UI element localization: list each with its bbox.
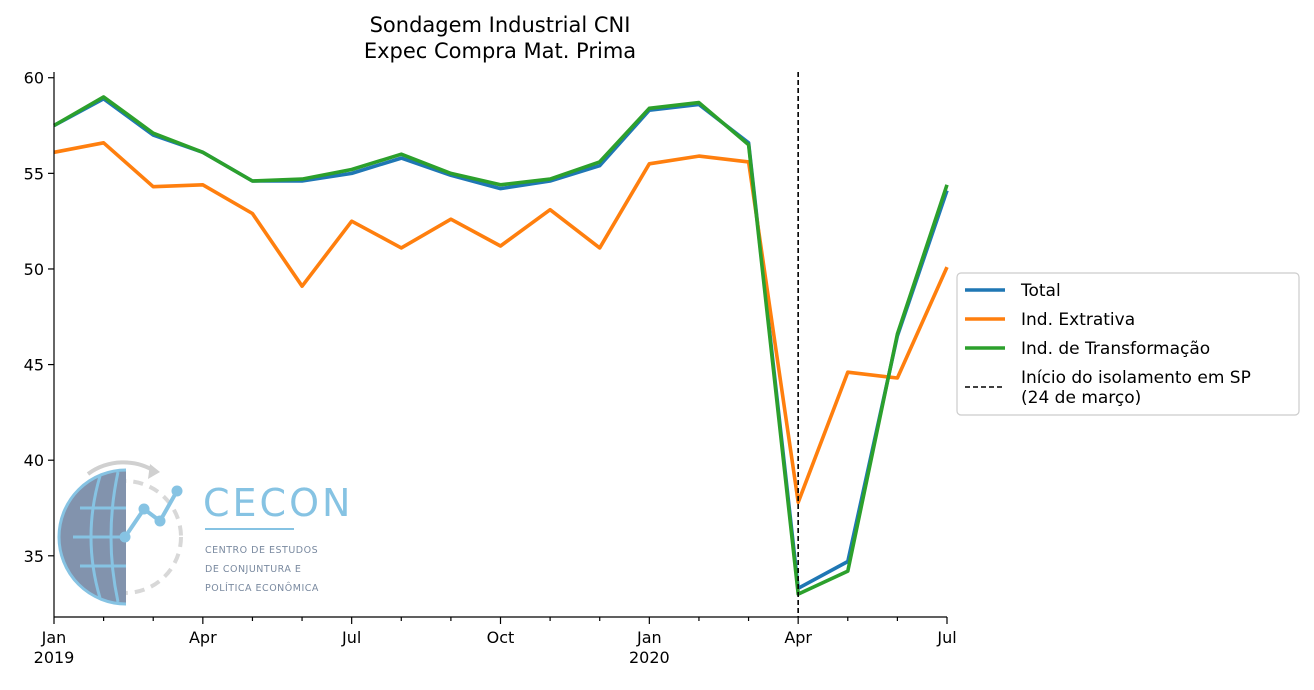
y-tick-label-40: 40 (24, 451, 44, 470)
logo-globe-line-4 (89, 475, 102, 599)
series-line-3 (53, 95, 949, 596)
y-tick-label-60: 60 (24, 69, 44, 88)
logo-trend-line (123, 490, 179, 539)
logo-trend-dot-3 (154, 515, 166, 527)
logo-globe-edge (57, 468, 127, 606)
logo-trend-dot-1 (119, 531, 131, 543)
legend-label-2: Ind. Extrativa (1021, 310, 1135, 330)
axes: 35 40 45 50 55 60 Jan 2019 Apr Jul Oct Jan 2020 Apr Ju… (24, 69, 957, 667)
y-tick-label-35: 35 (24, 547, 44, 566)
legend-label-3: Ind. de Transformação (1021, 339, 1210, 359)
chart-title-line-1: Sondagem Industrial CNI (370, 13, 631, 37)
logo-arrow-arc (86, 460, 158, 476)
logo-trend-dot-4 (171, 485, 183, 497)
legend: Total Ind. Extrativa Ind. de Transformação… (956, 272, 1300, 416)
legend-label-vline: Início do isolamento em SP (24 de março) (1021, 368, 1251, 408)
x-tick-label-2020-07: Jul (936, 628, 956, 647)
x-tick-label-2019-10: Oct (487, 628, 515, 647)
y-tick-label-45: 45 (24, 356, 44, 375)
x-tick-label-2020-01: Jan 2020 (629, 628, 670, 667)
x-tick-label-2020-04: Apr (784, 628, 812, 647)
logo-trend-dot-2 (138, 503, 150, 515)
chart-title-line-2: Expec Compra Mat. Prima (364, 39, 636, 63)
logo-subtitle-line-1: CENTRO DE ESTUDOS (205, 545, 318, 556)
logo-arrow-head (148, 464, 160, 479)
cecon-logo: CECON CENTRO DE ESTUDOS DE CONJUNTURA E POL… (57, 460, 353, 606)
series-lines (53, 72, 949, 617)
logo-name: CECON (203, 481, 353, 525)
x-tick-label-2019-04: Apr (189, 628, 217, 647)
legend-box (956, 272, 1300, 416)
logo-subtitle-line-3: POLÍTICA ECONÔMICA (205, 582, 319, 594)
series-line-2 (53, 141, 949, 505)
legend-label-1: Total (1020, 281, 1061, 301)
x-tick-label-2019-01: Jan 2019 (34, 628, 75, 667)
logo-globe-line-5 (109, 471, 120, 603)
logo-subtitle-line-2: DE CONJUNTURA E (205, 564, 301, 575)
y-tick-label-55: 55 (24, 164, 44, 183)
y-tick-label-50: 50 (24, 260, 44, 279)
x-tick-label-2019-07: Jul (341, 628, 361, 647)
series-line-1 (53, 97, 949, 591)
